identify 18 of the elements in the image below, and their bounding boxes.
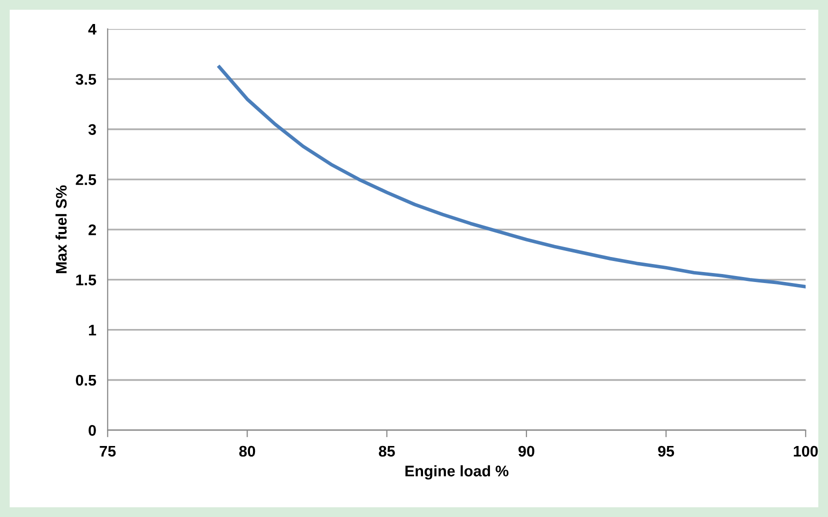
y-axis-title: Max fuel S%	[55, 185, 67, 274]
x-axis-title: Engine load %	[405, 465, 508, 480]
y-tick-label: 4	[88, 24, 96, 34]
y-tick-label: 1	[88, 324, 96, 336]
y-tick-label: 0	[88, 425, 96, 436]
x-tick-label: 90	[518, 446, 534, 457]
x-tick-label: 100	[794, 446, 818, 457]
y-tick-label: 2.5	[76, 174, 96, 186]
line-series	[218, 65, 806, 288]
y-tick-label: 2	[88, 224, 96, 236]
y-tick-label: 1.5	[76, 274, 96, 286]
y-tick-label: 3	[88, 124, 96, 135]
x-tick-label: 95	[658, 446, 674, 457]
x-tick-label: 75	[100, 446, 116, 457]
x-tick-label: 85	[378, 446, 395, 457]
y-tick-label: 3.5	[76, 74, 96, 85]
x-tick-label: 80	[239, 446, 256, 457]
y-tick-label: 0.5	[76, 374, 96, 386]
